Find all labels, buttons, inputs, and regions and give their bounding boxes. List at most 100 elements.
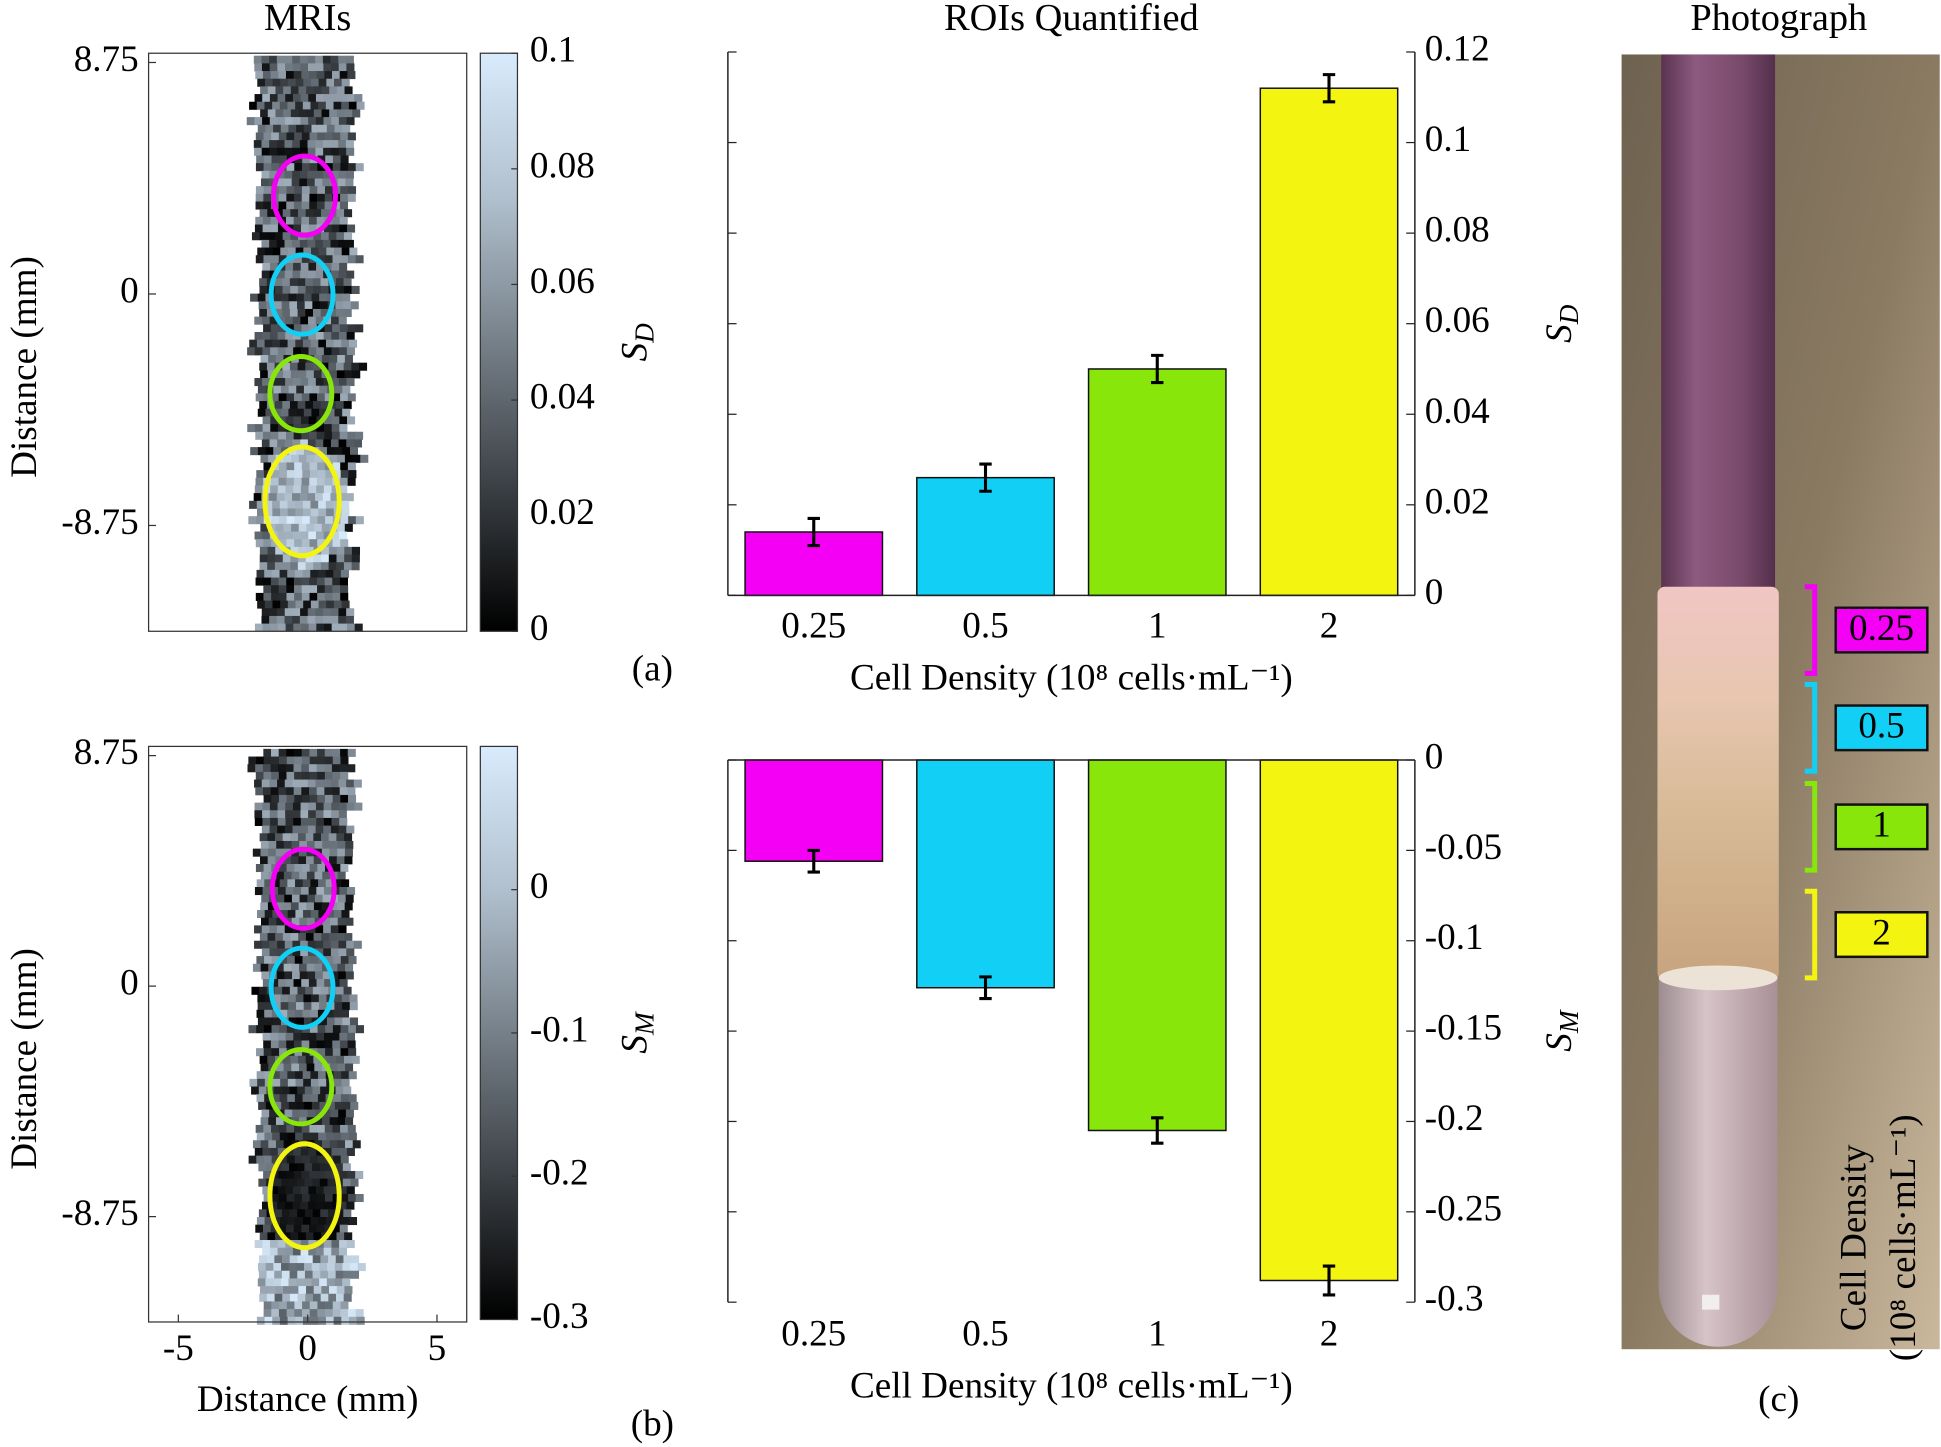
mri-pixel xyxy=(292,140,301,149)
mri-pixel xyxy=(348,1217,358,1226)
mri-pixel xyxy=(262,216,272,225)
mri-pixel xyxy=(275,355,284,364)
mri-pixel xyxy=(281,1086,290,1095)
mri-pixel xyxy=(305,308,314,318)
mri-pixel xyxy=(345,894,354,903)
mri-pixel xyxy=(343,1255,352,1264)
mri-pixel xyxy=(318,994,327,1003)
mri-pixel xyxy=(347,71,356,80)
mri-pixel xyxy=(357,1263,366,1272)
mri-pixel xyxy=(351,562,360,571)
mri-pixel xyxy=(305,401,314,410)
mri-pixel xyxy=(294,585,303,594)
mri-pixel xyxy=(261,439,270,448)
mri-pixel xyxy=(300,623,310,632)
mri-pixel xyxy=(263,393,272,402)
mri-pixel xyxy=(275,1286,284,1295)
mri-pixel xyxy=(273,447,282,456)
mri-pixel xyxy=(332,393,341,402)
mri-pixel xyxy=(260,917,270,926)
mri-pixel xyxy=(277,347,286,356)
x-tick-label: 0.25 xyxy=(781,1313,846,1354)
mri-pixel xyxy=(306,902,315,911)
mri-pixel xyxy=(341,600,350,609)
mri-pixel xyxy=(334,1002,343,1011)
mri-pixel xyxy=(286,462,295,471)
mri-pixel xyxy=(309,132,318,141)
mri-pixel xyxy=(294,956,303,965)
mri-pixel xyxy=(333,1132,342,1141)
mri-pixel xyxy=(336,1055,345,1064)
mri-pixel xyxy=(292,940,301,949)
mri-pixel xyxy=(339,787,348,796)
mri-pixel xyxy=(355,516,364,525)
y-axis-label: SM xyxy=(1539,1009,1585,1052)
mri-pixel xyxy=(339,577,349,586)
mri-pixel xyxy=(325,101,334,110)
mri-pixel xyxy=(262,1240,271,1249)
mri-pixel xyxy=(309,1309,318,1318)
mri-pixel xyxy=(338,940,347,949)
mri-pixel xyxy=(255,393,264,402)
mri-pixel xyxy=(262,331,271,341)
mri-pixel xyxy=(323,940,332,949)
mri-pixel xyxy=(258,1270,267,1279)
mri-pixel xyxy=(286,516,295,525)
mri-pixel xyxy=(339,764,348,773)
mri-pixel xyxy=(312,1163,321,1172)
mri-pixel xyxy=(280,1278,289,1287)
mri-pixel xyxy=(334,447,343,456)
mri-pixel xyxy=(302,1217,311,1226)
mri-pixel xyxy=(326,1017,336,1026)
mri-pixel xyxy=(284,615,293,624)
mri-pixel xyxy=(259,856,269,865)
mri-pixel xyxy=(263,1040,272,1049)
mri-pixel xyxy=(316,1032,325,1041)
mri-pixel xyxy=(296,385,305,394)
mri-pixel xyxy=(338,331,348,341)
mri-pixel xyxy=(262,817,271,826)
mri-pixel xyxy=(317,771,326,780)
mri-pixel xyxy=(300,1186,309,1195)
x-tick-label: 0.5 xyxy=(962,1313,1008,1354)
mri-pixel xyxy=(304,1209,313,1218)
mri-pixel xyxy=(285,347,294,356)
mri-pixel xyxy=(344,554,353,563)
mri-pixel xyxy=(273,1278,282,1287)
panel-label: (a) xyxy=(632,649,673,690)
mri-pixel xyxy=(302,516,311,525)
mri-pixel xyxy=(336,856,345,865)
mri-pixel xyxy=(323,117,332,126)
mri-pixel xyxy=(254,802,263,811)
mri-pixel xyxy=(264,879,273,888)
mri-pixel xyxy=(347,431,356,440)
mri-pixel xyxy=(301,863,311,873)
mri-pixel xyxy=(276,871,285,880)
mri-pixel xyxy=(315,810,324,819)
mri-pixel xyxy=(309,516,318,525)
mri-pixel xyxy=(293,416,302,425)
mri-pixel xyxy=(306,86,315,95)
mri-pixel xyxy=(261,615,270,624)
mri-pixel xyxy=(301,431,310,440)
mri-pixel xyxy=(303,1002,312,1011)
mri-pixel xyxy=(334,1263,343,1272)
mri-pixel xyxy=(310,247,320,256)
mri-pixel xyxy=(285,485,294,494)
mri-pixel xyxy=(278,193,287,202)
mri-pixel xyxy=(305,986,314,995)
mri-pixel xyxy=(307,493,316,502)
mri-pixel xyxy=(267,902,276,911)
mri-pixel xyxy=(260,523,269,532)
mri-image xyxy=(247,748,366,1325)
mri-pixel xyxy=(280,293,289,302)
mri-pixel xyxy=(281,1263,290,1272)
mri-pixel xyxy=(255,539,264,548)
mri-pixel xyxy=(262,424,271,433)
mri-pixel xyxy=(316,1224,325,1233)
mri-pixel xyxy=(355,1193,364,1203)
mri-pixel xyxy=(305,1255,314,1264)
mri-pixel xyxy=(269,802,278,811)
mri-pixel xyxy=(282,278,291,287)
mri-pixel xyxy=(279,155,288,164)
